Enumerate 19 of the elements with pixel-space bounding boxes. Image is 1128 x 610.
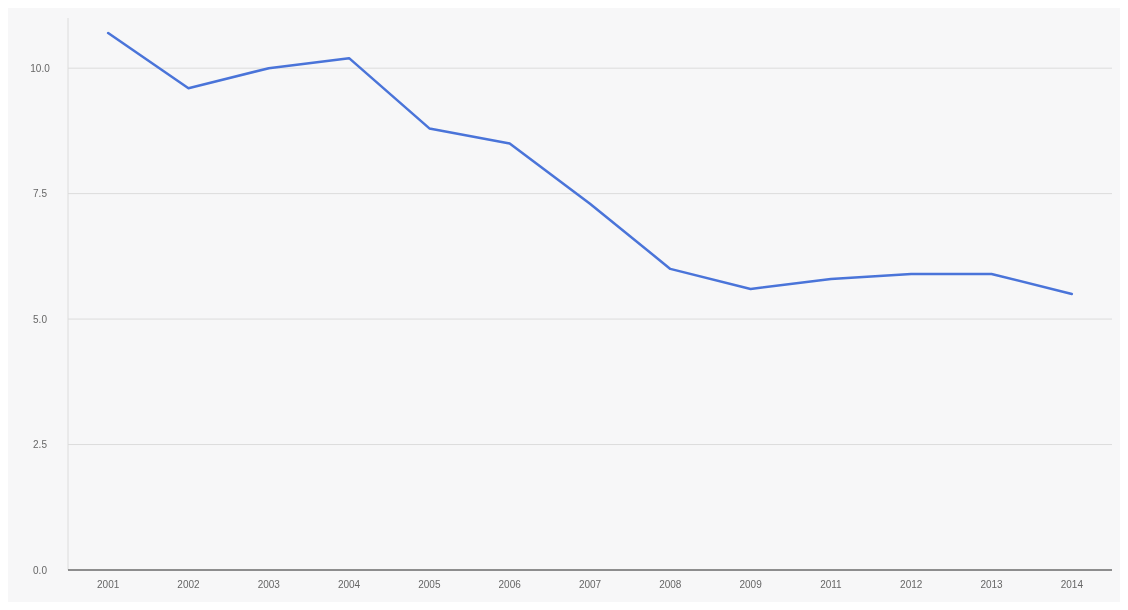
x-tick-label: 2012 — [900, 579, 923, 590]
x-tick-label: 2008 — [659, 579, 682, 590]
x-tick-label: 2006 — [498, 579, 522, 590]
x-tick-label: 2007 — [578, 579, 602, 590]
x-tick-label: 2013 — [980, 579, 1004, 590]
x-tick-label: 2014 — [1060, 579, 1084, 590]
y-tick-label: 2.5 — [33, 439, 48, 451]
x-tick-label: 2004 — [337, 579, 361, 590]
x-tick-label: 2003 — [257, 579, 281, 590]
x-tick-label: 2005 — [418, 579, 441, 590]
y-tick-label: 0.0 — [33, 564, 48, 576]
line-series — [106, 31, 1074, 296]
x-tick-label: 2002 — [177, 579, 201, 590]
x-tick-label: 2001 — [97, 579, 120, 590]
y-tick-label: 10.0 — [30, 62, 51, 74]
x-tick-label: 2011 — [820, 579, 843, 590]
x-tick-label: 2009 — [739, 579, 763, 590]
y-tick-label: 7.5 — [33, 188, 48, 200]
y-tick-label: 5.0 — [33, 313, 48, 325]
